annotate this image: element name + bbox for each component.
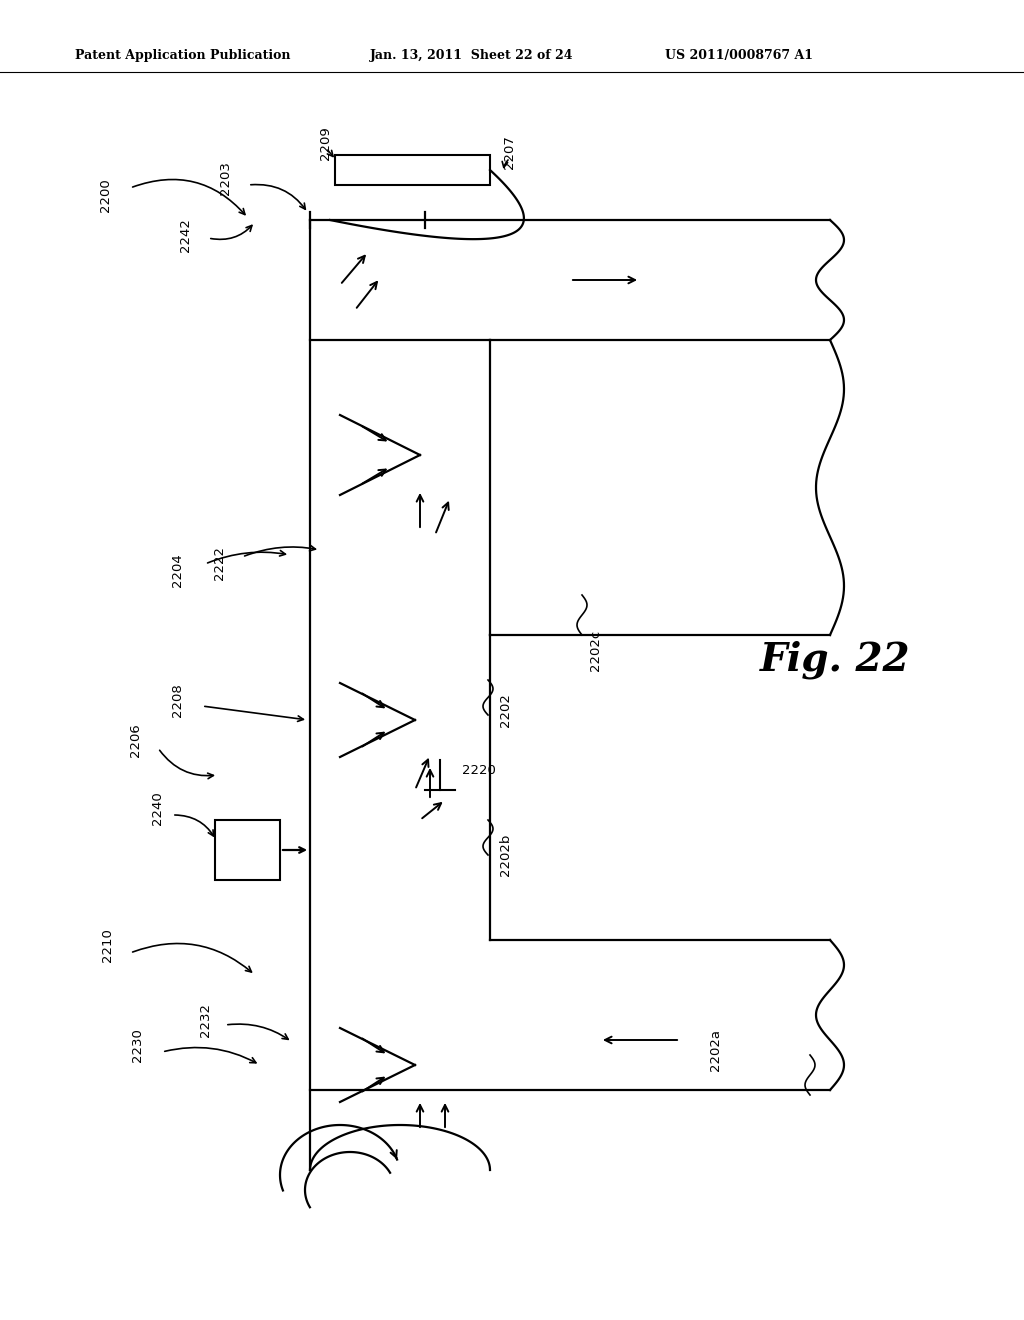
Text: 2242: 2242 (178, 218, 191, 252)
Bar (335, 154, 490, 185)
Text: 2204: 2204 (171, 553, 184, 587)
Text: 2206: 2206 (128, 723, 141, 756)
Bar (215, 820, 280, 880)
Text: Jan. 13, 2011  Sheet 22 of 24: Jan. 13, 2011 Sheet 22 of 24 (370, 49, 573, 62)
Text: 2202: 2202 (499, 693, 512, 727)
Text: 2220: 2220 (462, 763, 496, 776)
Text: 2222: 2222 (213, 546, 226, 579)
Text: 2210: 2210 (100, 928, 114, 962)
Text: US 2011/0008767 A1: US 2011/0008767 A1 (665, 49, 813, 62)
Text: 2208: 2208 (171, 684, 184, 717)
Text: 2200: 2200 (98, 178, 112, 213)
Text: 2240: 2240 (151, 791, 164, 825)
Text: 2202a: 2202a (709, 1030, 722, 1071)
Text: Patent Application Publication: Patent Application Publication (75, 49, 291, 62)
Text: Fig. 22: Fig. 22 (760, 640, 910, 680)
Text: 2202b: 2202b (499, 834, 512, 876)
Text: 2209: 2209 (318, 127, 332, 160)
Text: 2230: 2230 (131, 1028, 144, 1061)
Text: 2232: 2232 (199, 1003, 212, 1038)
Text: 2207: 2207 (504, 135, 516, 169)
Text: 2202c: 2202c (589, 630, 601, 671)
Text: 2203: 2203 (218, 161, 231, 195)
